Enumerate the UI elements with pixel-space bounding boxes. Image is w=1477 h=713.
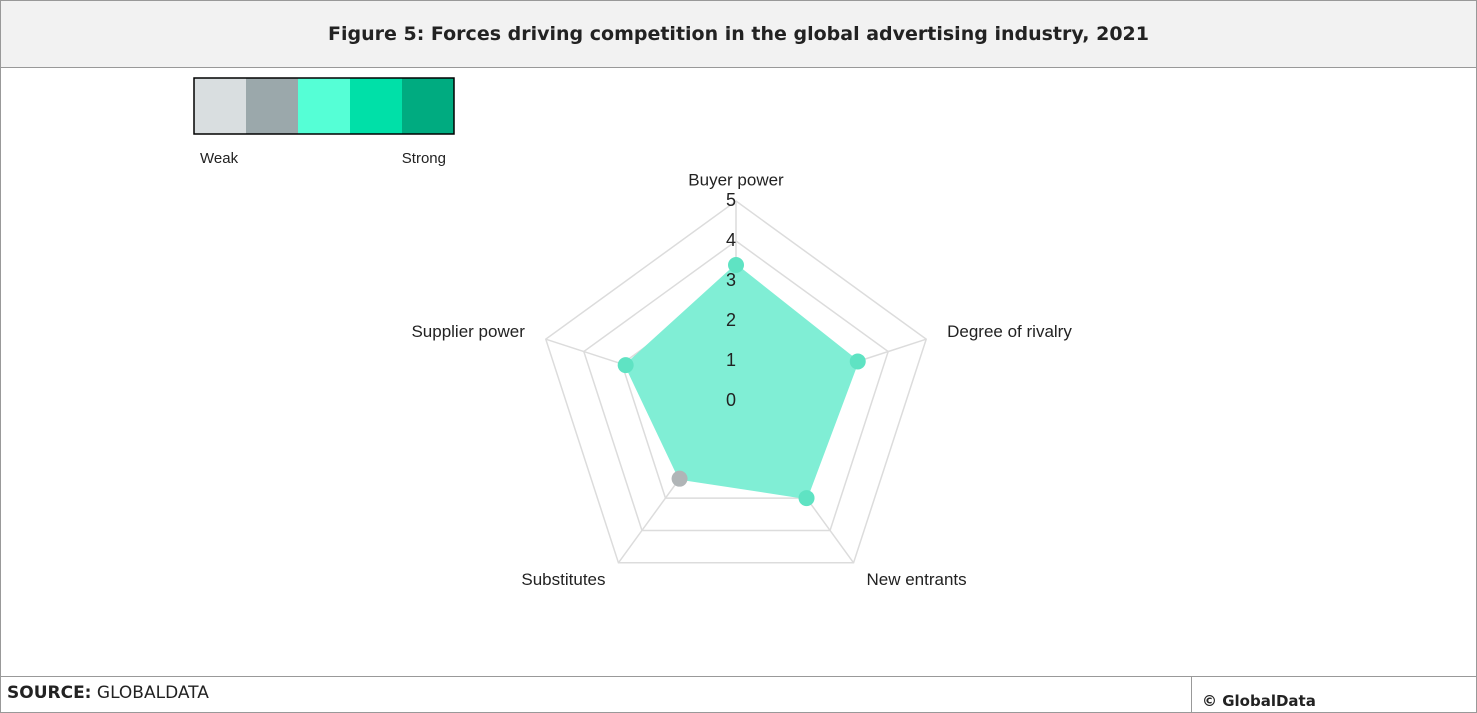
legend-swatch	[402, 78, 454, 134]
grid-ring	[582, 240, 890, 532]
source-label: SOURCE:	[7, 683, 92, 703]
legend-swatch	[350, 78, 402, 134]
category-label: Supplier power	[411, 322, 525, 341]
legend-swatch	[298, 78, 350, 134]
radar-point	[617, 357, 634, 374]
category-label: Degree of rivalry	[947, 322, 1072, 341]
category-label: Substitutes	[521, 570, 605, 589]
r-tick-label: 1	[726, 350, 736, 370]
source: SOURCE: GLOBALDATA	[7, 683, 209, 703]
legend-swatch	[194, 78, 246, 134]
footer: SOURCE: GLOBALDATA © GlobalData	[1, 676, 1476, 712]
legend-label: Weak	[200, 150, 239, 167]
radar-point	[671, 470, 688, 487]
legend-frame	[193, 77, 455, 135]
legend-swatch	[246, 78, 298, 134]
r-tick-label: 2	[726, 310, 736, 330]
r-tick-label: 3	[726, 270, 736, 290]
grid-ring	[544, 200, 928, 564]
copyright: © GlobalData	[1191, 677, 1316, 712]
r-tick-label: 4	[726, 230, 736, 250]
category-label: New entrants	[866, 570, 966, 589]
radar-point	[728, 257, 744, 273]
legend-label: Strong	[402, 150, 446, 167]
r-tick-label: 0	[726, 390, 736, 410]
source-text: GLOBALDATA	[96, 683, 209, 703]
radar-point	[798, 490, 815, 507]
radar-point	[849, 353, 866, 370]
radar-area	[624, 263, 859, 500]
category-label: Buyer power	[688, 170, 784, 189]
r-tick-label: 5	[726, 190, 736, 210]
chart-title: Figure 5: Forces driving competition in …	[1, 1, 1476, 68]
